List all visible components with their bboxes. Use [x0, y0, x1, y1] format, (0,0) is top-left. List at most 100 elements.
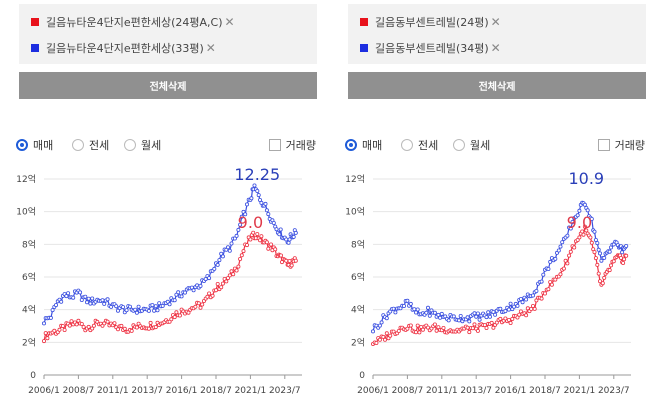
left-panel: 길음뉴타운4단지e편한세상(24평A,C) ✕ 길음뉴타운4단지e편한세상(33… [4, 0, 319, 403]
data-point [62, 327, 67, 332]
data-point [549, 282, 554, 287]
data-point [182, 290, 187, 295]
data-point [568, 249, 573, 254]
remove-icon[interactable]: ✕ [205, 41, 216, 55]
data-point [565, 233, 570, 238]
radio-jeonse[interactable]: 전세 [72, 137, 109, 153]
radio-sale[interactable]: 매매 [345, 137, 382, 153]
data-point [438, 315, 443, 320]
clear-all-button[interactable]: 전체삭제 [19, 72, 317, 99]
data-point [277, 232, 282, 237]
data-point [391, 306, 396, 311]
x-tick-label: 2021/1 [235, 386, 267, 396]
data-point [236, 264, 241, 269]
data-point [177, 313, 182, 318]
data-point [596, 247, 601, 252]
remove-icon[interactable]: ✕ [490, 15, 501, 29]
data-point [472, 322, 477, 327]
data-point [580, 229, 585, 234]
data-point [520, 300, 525, 305]
data-point [384, 316, 389, 321]
radio-empty-icon [453, 139, 465, 151]
remove-icon[interactable]: ✕ [224, 15, 235, 29]
data-point [602, 275, 607, 280]
data-point [561, 266, 566, 271]
selection-item: 길음뉴타운4단지e편한세상(24평A,C) ✕ [31, 14, 235, 30]
data-point [196, 301, 201, 306]
data-point [66, 291, 71, 296]
radio-jeonse[interactable]: 전세 [401, 137, 438, 153]
data-point [259, 234, 264, 239]
data-point [264, 240, 269, 245]
x-tick-label: 2011/1 [97, 386, 129, 396]
data-point [225, 245, 230, 250]
data-point [620, 250, 625, 255]
checkbox-icon [597, 139, 610, 151]
data-point [266, 246, 271, 251]
data-point [119, 323, 124, 328]
data-point [415, 307, 420, 312]
data-point [85, 300, 90, 305]
data-point [420, 327, 425, 332]
data-point [191, 288, 196, 293]
data-point [558, 244, 563, 249]
data-point [266, 212, 271, 217]
data-point [432, 322, 437, 327]
radio-checked-icon [345, 139, 357, 151]
data-point [251, 230, 256, 235]
data-point [493, 312, 498, 317]
volume-checkbox[interactable]: 거래량 [268, 137, 316, 153]
data-point [76, 318, 81, 323]
data-point [491, 325, 496, 330]
radio-monthly[interactable]: 월세 [453, 137, 490, 153]
y-tick-label: 2억 [351, 336, 365, 348]
data-point [122, 326, 127, 331]
data-point [215, 262, 220, 267]
radio-sale[interactable]: 매매 [16, 137, 53, 153]
data-point [86, 324, 91, 329]
data-point [52, 328, 57, 333]
y-tick-label: 8억 [22, 238, 36, 250]
data-point [59, 299, 64, 304]
data-point [257, 238, 262, 243]
data-point [48, 315, 53, 320]
data-point [565, 261, 570, 266]
data-point [608, 263, 613, 268]
data-point [503, 309, 508, 314]
data-point [239, 214, 244, 219]
radio-label: 전세 [418, 139, 439, 152]
data-point [167, 302, 172, 307]
data-point [377, 323, 382, 328]
data-point [546, 287, 551, 292]
data-point [484, 315, 489, 320]
data-point [220, 281, 225, 286]
data-point [589, 217, 594, 222]
data-point [215, 282, 220, 287]
right-panel: 길음동부센트레빌(24평) ✕ 길음동부센트레빌(34평) ✕ 전체삭제 매매 … [333, 0, 648, 403]
x-tick-label: 2006/1 [357, 386, 389, 396]
data-point [588, 235, 593, 240]
data-point [79, 321, 84, 326]
data-point [467, 319, 472, 324]
data-point [239, 253, 244, 258]
clear-all-button[interactable]: 전체삭제 [348, 72, 646, 99]
data-point [203, 277, 208, 282]
data-point [371, 329, 376, 334]
data-point [602, 255, 607, 260]
data-point [234, 233, 239, 238]
data-point [69, 319, 74, 324]
data-point [225, 276, 230, 281]
data-point [279, 260, 284, 265]
data-point [542, 291, 547, 296]
data-point [153, 304, 158, 309]
data-point [287, 259, 292, 264]
remove-icon[interactable]: ✕ [490, 41, 501, 55]
data-point [415, 323, 420, 328]
data-point [424, 310, 429, 315]
radio-monthly[interactable]: 월세 [124, 137, 161, 153]
data-point [217, 258, 222, 263]
volume-checkbox[interactable]: 거래량 [597, 137, 645, 153]
data-point [622, 257, 627, 262]
data-point [518, 296, 523, 301]
selection-label: 길음뉴타운4단지e편한세상(24평A,C) [46, 16, 223, 29]
